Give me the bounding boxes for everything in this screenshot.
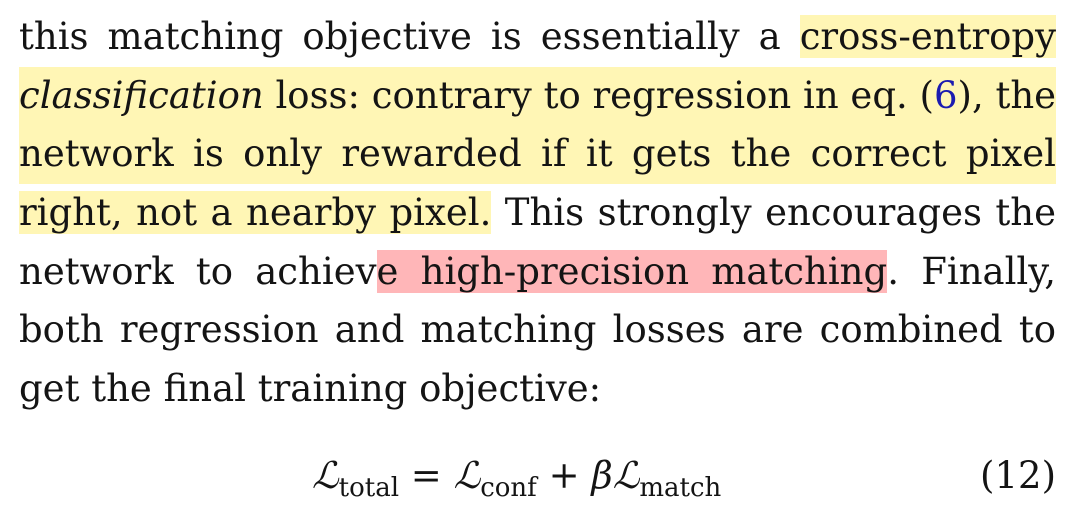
text-run: this matching objective is essentially a xyxy=(19,15,800,58)
loss-symbol: ℒ xyxy=(453,454,481,497)
text-line-7: get the final training objective: xyxy=(19,360,1056,419)
equation-reference-link[interactable]: 6 xyxy=(933,73,958,117)
text-run: get the final training objective: xyxy=(19,367,602,411)
italic-term: classification xyxy=(19,73,264,117)
text-line-4: right, not a nearby pixel. This strongly… xyxy=(19,184,1056,243)
text-run: ), the xyxy=(957,73,1057,117)
text-run: . Finally, xyxy=(887,249,1057,293)
equals-sign: = xyxy=(399,454,454,497)
subscript-total: total xyxy=(338,473,400,503)
text-run: both regression and matching losses are … xyxy=(19,308,1056,352)
text-line-2[interactable]: classification loss: contrary to regress… xyxy=(19,66,1057,126)
text-line-6: both regression and matching losses are … xyxy=(19,301,1056,360)
subscript-match: match xyxy=(639,473,722,503)
highlight-red[interactable]: e high-precision matching xyxy=(376,249,888,293)
highlight-yellow[interactable]: right, not a nearby pixel. xyxy=(19,191,492,235)
plus-sign: + xyxy=(536,454,592,497)
highlight-yellow[interactable]: cross-entropy xyxy=(799,15,1056,58)
loss-symbol: ℒ xyxy=(612,454,640,497)
equation-12: ℒtotal = ℒconf + βℒmatch (12) xyxy=(0,448,1070,508)
text-run: loss: contrary to regression in eq. ( xyxy=(263,73,934,117)
text-run: network to achiev xyxy=(19,249,377,293)
loss-symbol: ℒ xyxy=(312,454,339,497)
subscript-conf: conf xyxy=(480,473,537,503)
text-line-1: this matching objective is essentially a… xyxy=(19,8,1056,67)
text-line-3[interactable]: network is only rewarded if it gets the … xyxy=(19,125,1056,185)
equation-body: ℒtotal = ℒconf + βℒmatch xyxy=(312,454,721,503)
beta-symbol: β xyxy=(591,454,613,497)
paper-paragraph: this matching objective is essentially a… xyxy=(19,8,1056,419)
highlight-yellow: network is only rewarded if it gets the … xyxy=(19,132,1056,176)
equation-number: (12) xyxy=(980,454,1056,497)
text-line-5: network to achieve high-precision matchi… xyxy=(19,243,1056,302)
text-run: This strongly encourages the xyxy=(491,191,1056,235)
